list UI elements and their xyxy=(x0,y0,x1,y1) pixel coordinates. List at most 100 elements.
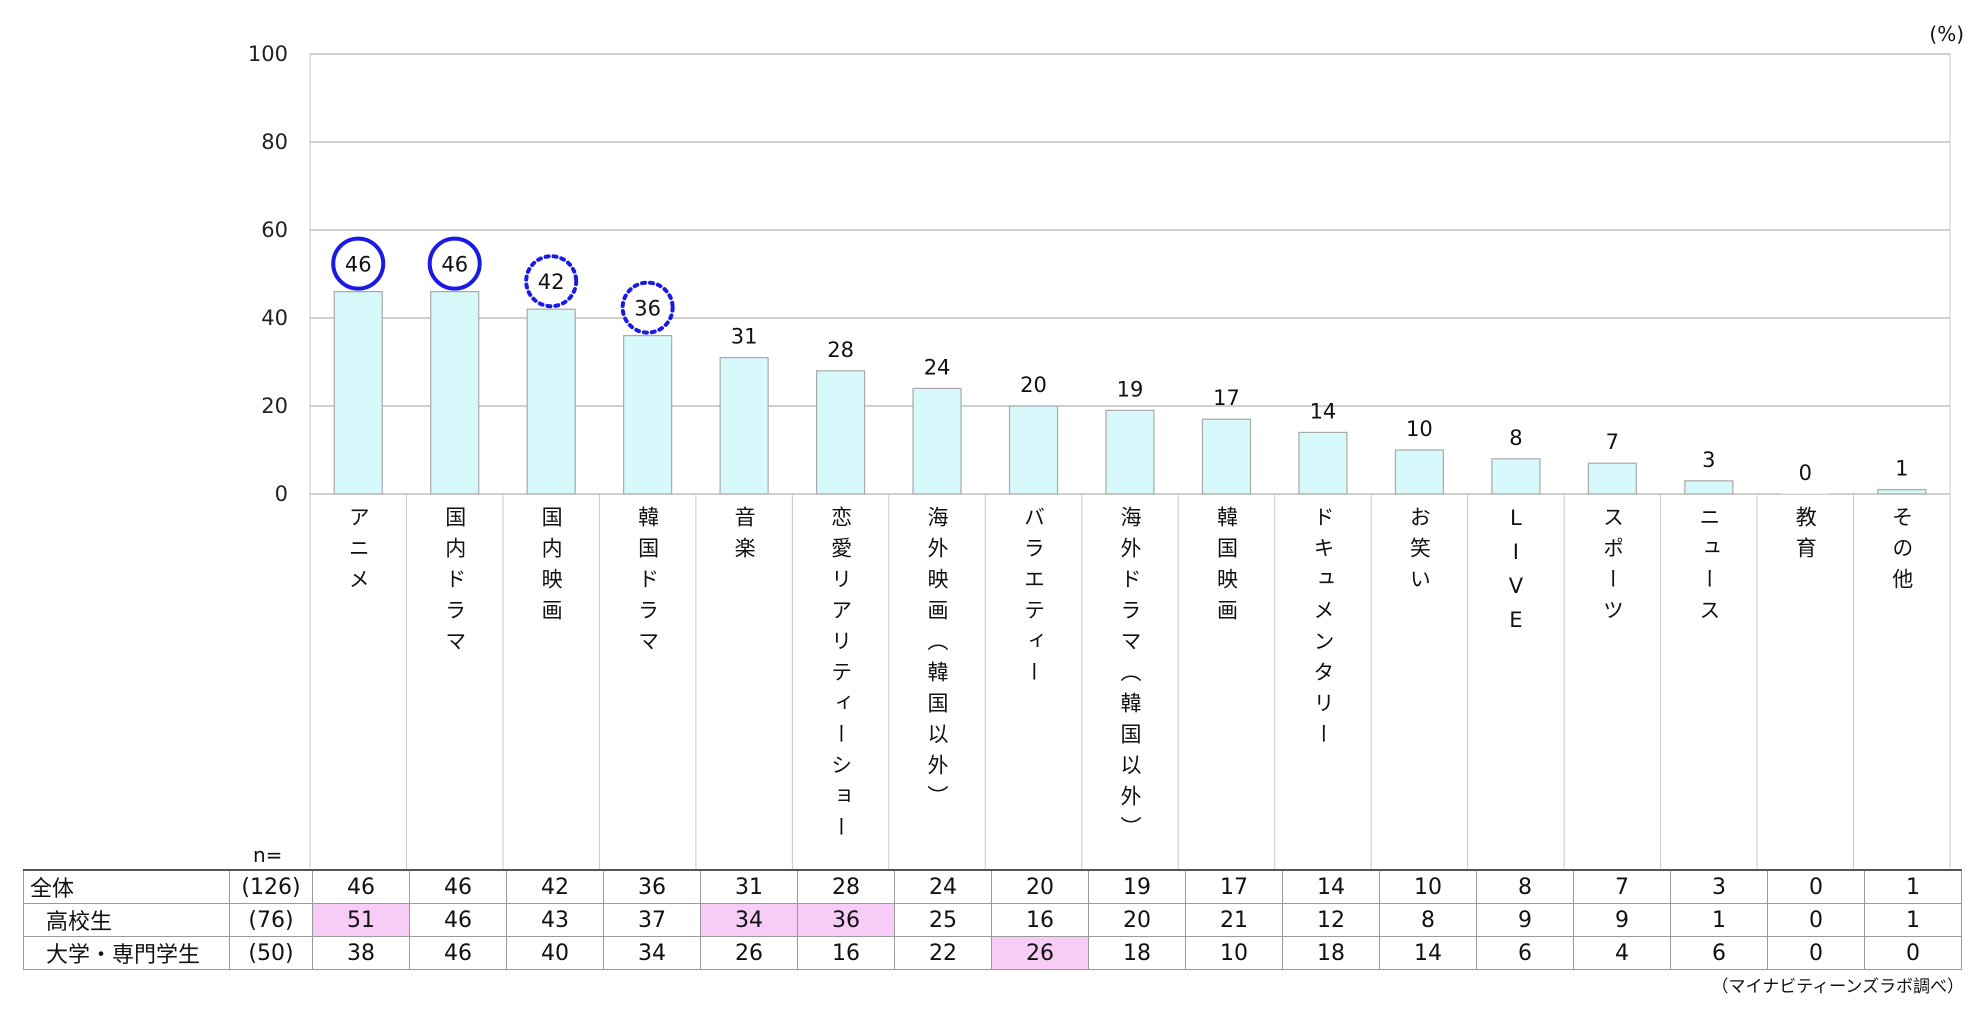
value-label: 42 xyxy=(538,270,565,294)
data-table: 全体 (126) 46 46 42 36 31 28 24 20 19 17 14 10 8 7 3 0 1 高校生(… xyxy=(23,869,1962,970)
table-row: 全体 (126) 46 46 42 36 31 28 24 20 19 17 14 10 8 7 3 0 1 xyxy=(23,869,1962,904)
table-cell: 22 xyxy=(894,936,992,970)
value-label: 17 xyxy=(1213,386,1240,410)
bar xyxy=(1298,431,1348,495)
bar xyxy=(1684,480,1734,495)
table-cell: 10 xyxy=(1379,869,1477,904)
table-row: 大学・専門学生 (50) 38 46 40 34 26 16 22 26 18 10 18 14 6 4 6 0 0 xyxy=(23,936,1962,970)
y-tick-label: 40 xyxy=(261,306,288,330)
table-cell: 19 xyxy=(1088,869,1186,904)
table-cell: 16 xyxy=(797,936,895,970)
table-cell: 0 xyxy=(1767,936,1865,970)
table-cell: 36 xyxy=(797,903,895,937)
table-cell: 46 xyxy=(409,869,507,904)
category-label: 海外映画（韓国以外） xyxy=(925,506,949,816)
bar xyxy=(526,308,576,495)
value-label: 36 xyxy=(634,297,661,321)
table-cell: 26 xyxy=(700,936,798,970)
highlight-dotted-circle xyxy=(620,280,675,335)
row-n: (50) xyxy=(229,936,313,970)
table-cell: 0 xyxy=(1864,936,1962,970)
highlight-dotted-circle xyxy=(524,254,579,309)
highlight-circle xyxy=(427,236,482,291)
highlight-circle xyxy=(331,236,386,291)
category-label: 国内映画 xyxy=(539,506,563,630)
table-cell: 51 xyxy=(312,903,410,937)
value-label: 46 xyxy=(441,253,468,277)
table-row: 高校生 (76) 51 46 43 37 34 36 25 16 20 21 12 8 9 9 1 0 1 xyxy=(23,903,1962,937)
value-label: 24 xyxy=(924,355,951,379)
table-cell: 25 xyxy=(894,903,992,937)
y-tick-label: 80 xyxy=(261,130,288,154)
y-tick-label: 100 xyxy=(248,42,288,66)
table-cell: 28 xyxy=(797,869,895,904)
y-tick-label: 20 xyxy=(261,394,288,418)
table-cell: 8 xyxy=(1379,903,1477,937)
table-cell: 20 xyxy=(1088,903,1186,937)
category-label: 海外ドラマ（韓国以外） xyxy=(1118,506,1142,847)
unit-label: (%) xyxy=(1929,22,1964,46)
value-label: 7 xyxy=(1606,430,1619,454)
category-label: お笑い xyxy=(1407,506,1431,599)
table-cell: 43 xyxy=(506,903,604,937)
table-cell: 1 xyxy=(1864,903,1962,937)
value-label: 28 xyxy=(827,338,854,362)
y-tick-label: 0 xyxy=(275,482,288,506)
table-cell: 46 xyxy=(409,903,507,937)
bar xyxy=(333,291,383,495)
table-cell: 14 xyxy=(1282,869,1380,904)
table-cell: 0 xyxy=(1767,869,1865,904)
bar xyxy=(1491,458,1541,495)
bar xyxy=(1877,489,1927,495)
table-cell: 6 xyxy=(1476,936,1574,970)
table-cell: 12 xyxy=(1282,903,1380,937)
table-cell: 9 xyxy=(1573,903,1671,937)
table-cell: 31 xyxy=(700,869,798,904)
table-cell: 17 xyxy=(1185,869,1283,904)
category-label: ニュース xyxy=(1697,506,1721,630)
table-cell: 20 xyxy=(991,869,1089,904)
table-cell: 4 xyxy=(1573,936,1671,970)
bar xyxy=(623,335,673,495)
n-label: n= xyxy=(253,843,283,867)
category-label: アニメ xyxy=(346,506,370,599)
category-label: 恋愛リアリティーショー xyxy=(829,506,853,847)
value-label: 1 xyxy=(1895,457,1908,481)
table-cell: 34 xyxy=(700,903,798,937)
table-cell: 9 xyxy=(1476,903,1574,937)
row-label: 高校生 xyxy=(23,903,230,937)
value-label: 14 xyxy=(1310,399,1337,423)
category-label: バラエティー xyxy=(1022,506,1046,692)
row-label: 全体 xyxy=(23,869,230,904)
table-cell: 8 xyxy=(1476,869,1574,904)
table-cell: 7 xyxy=(1573,869,1671,904)
table-cell: 46 xyxy=(312,869,410,904)
table-cell: 1 xyxy=(1864,869,1962,904)
table-cell: 24 xyxy=(894,869,992,904)
row-n: (76) xyxy=(229,903,313,937)
table-cell: 16 xyxy=(991,903,1089,937)
table-cell: 38 xyxy=(312,936,410,970)
value-label: 19 xyxy=(1117,377,1144,401)
table-cell: 18 xyxy=(1282,936,1380,970)
row-label: 大学・専門学生 xyxy=(23,936,230,970)
table-cell: 34 xyxy=(603,936,701,970)
table-cell: 37 xyxy=(603,903,701,937)
category-label: 韓国映画 xyxy=(1214,506,1238,630)
table-cell: 10 xyxy=(1185,936,1283,970)
category-label: 音楽 xyxy=(732,506,756,568)
value-label: 8 xyxy=(1509,426,1522,450)
table-cell: 26 xyxy=(991,936,1089,970)
row-n: (126) xyxy=(229,869,313,904)
bar xyxy=(430,291,480,495)
value-label: 0 xyxy=(1799,461,1812,485)
table-cell: 40 xyxy=(506,936,604,970)
y-tick-label: 60 xyxy=(261,218,288,242)
bar xyxy=(1008,405,1059,495)
bar xyxy=(1201,418,1252,495)
table-cell: 42 xyxy=(506,869,604,904)
category-label: 国内ドラマ xyxy=(443,506,467,661)
value-label: 31 xyxy=(731,325,758,349)
table-cell: 3 xyxy=(1670,869,1768,904)
